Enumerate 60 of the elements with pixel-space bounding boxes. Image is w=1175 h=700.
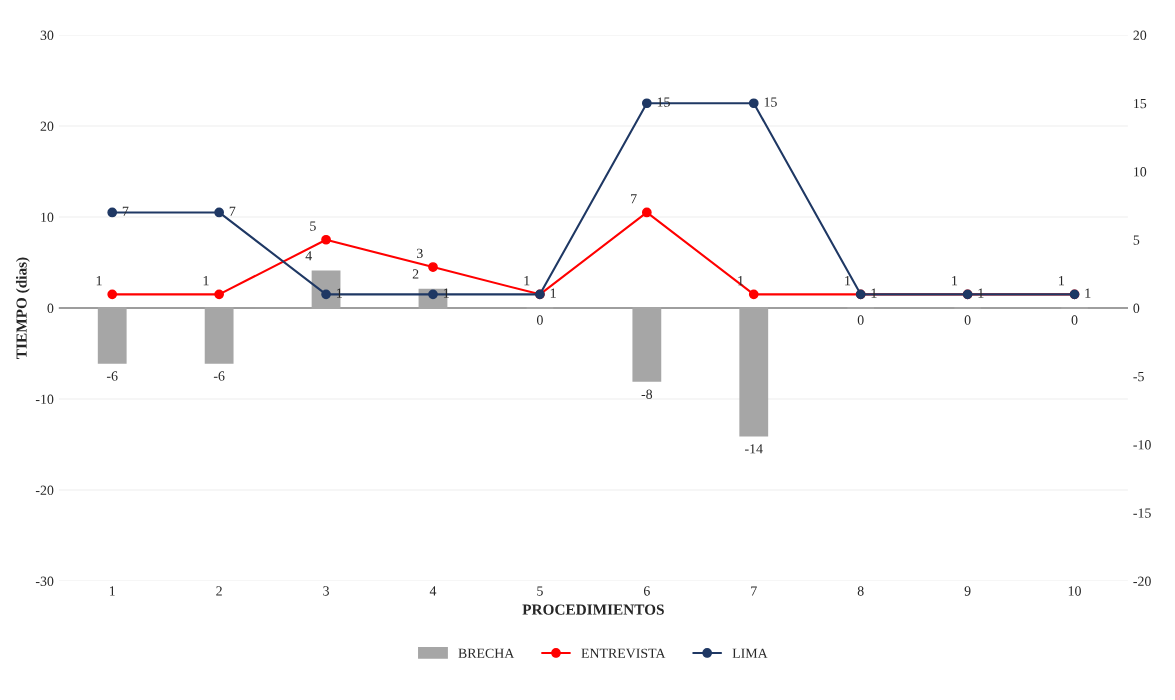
data-label: 3	[416, 248, 423, 259]
y2-tick-label: 20	[1133, 30, 1147, 40]
x-tick-label: 1	[109, 586, 115, 596]
x-tick-label: 9	[964, 586, 971, 596]
x-tick-label: 4	[429, 586, 437, 596]
y-tick-label: 30	[40, 30, 54, 40]
x-tick-label: 10	[1068, 586, 1081, 596]
data-label: 0	[857, 315, 864, 325]
data-label: 1	[1059, 276, 1064, 286]
x-tick-label: 2	[216, 586, 222, 596]
x-axis-title: PROCEDIMIENTOS	[522, 604, 664, 615]
data-label: 1	[845, 276, 851, 286]
legend-label: ENTREVISTA	[581, 648, 666, 659]
x-tick-label: 8	[857, 586, 864, 596]
y2-tick-label: 15	[1134, 98, 1147, 109]
data-label: 5	[310, 221, 316, 231]
y2-tick-label: -20	[1133, 576, 1151, 586]
legend-label: LIMA	[732, 648, 768, 658]
y2-tick-label: 5	[1133, 235, 1140, 245]
data-label: 1	[952, 276, 958, 286]
data-label: 7	[122, 206, 129, 216]
y2-tick-label: -10	[1133, 440, 1151, 450]
data-label: 1	[524, 276, 530, 286]
legend-label: BRECHA	[458, 648, 515, 658]
data-label: 1	[738, 276, 744, 286]
data-label: -6	[213, 371, 225, 381]
data-label: 2	[412, 269, 419, 279]
data-label: 7	[229, 206, 236, 216]
x-tick-label: 5	[537, 586, 543, 596]
y-tick-label: -20	[35, 485, 54, 495]
data-label: -14	[745, 444, 763, 454]
data-label: 1	[443, 288, 449, 298]
data-label: 15	[764, 97, 777, 107]
y-tick-label: -30	[35, 576, 54, 586]
data-label: 1	[978, 288, 984, 298]
y-tick-label: 0	[47, 303, 54, 313]
data-label: 1	[871, 288, 877, 298]
x-tick-label: 7	[751, 586, 757, 596]
y2-tick-label: -5	[1133, 371, 1144, 382]
y2-tick-label: 0	[1133, 303, 1140, 313]
data-label: -8	[641, 389, 653, 399]
data-label: 0	[536, 315, 543, 325]
data-label: 1	[203, 276, 209, 286]
y-tick-label: -10	[35, 394, 54, 404]
y-axis-title: TIEMPO (dias)	[15, 257, 30, 359]
data-label: 0	[1071, 315, 1078, 325]
data-label: -6	[106, 371, 118, 381]
y2-tick-label: -15	[1133, 508, 1151, 518]
y2-tick-label: 10	[1134, 167, 1147, 177]
data-label: 1	[96, 276, 102, 286]
data-label: 0	[964, 315, 971, 325]
y-tick-label: 20	[40, 121, 54, 131]
x-tick-label: 3	[323, 586, 329, 596]
data-label: 7	[631, 194, 637, 204]
data-label: 1	[1085, 288, 1091, 298]
data-label: 4	[305, 251, 312, 261]
data-label: 1	[337, 288, 342, 298]
data-label: 1	[550, 288, 556, 298]
x-tick-label: 6	[643, 586, 650, 596]
y-tick-label: 10	[41, 212, 54, 222]
